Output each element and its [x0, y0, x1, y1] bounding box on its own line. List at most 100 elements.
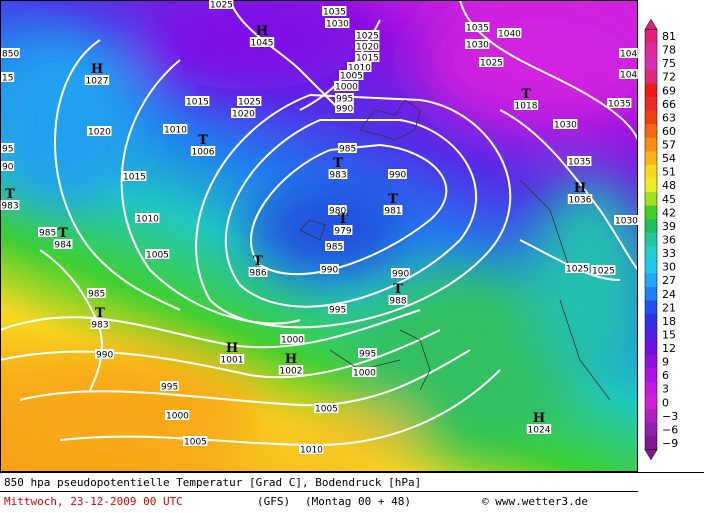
center-value-bg	[388, 295, 408, 305]
isobar-label-bg	[358, 348, 377, 358]
isobar-label-bg	[160, 381, 179, 391]
isobar-label: 1025	[592, 267, 615, 277]
color-swatch	[645, 151, 657, 166]
center-symbol: T	[198, 133, 208, 148]
isobar-label: 1015	[186, 98, 209, 108]
isobar-label: 1030	[554, 121, 577, 131]
isobar-label: 1010	[348, 64, 371, 74]
isobar-label-bg	[347, 62, 372, 72]
isobar-label: 1025	[356, 32, 379, 42]
center-value-bg	[219, 354, 245, 364]
center-value: 984	[54, 241, 71, 251]
color-swatch	[645, 178, 657, 193]
isobar-label: 850	[2, 50, 19, 60]
color-bar-frame	[644, 28, 658, 451]
isobar-label: 990	[389, 171, 406, 181]
isobar-label-bg	[465, 39, 490, 49]
center-symbol: T	[58, 226, 68, 241]
caption-credit: © www.wetter3.de	[482, 495, 588, 508]
center-symbol: T	[333, 156, 343, 171]
isobar-labels: 1025103510301025102010151010100510009959…	[1, 0, 639, 456]
center-symbol: H	[533, 411, 545, 426]
center-value-bg	[84, 75, 110, 85]
center-value: 1001	[221, 356, 244, 366]
isobar-label-bg	[237, 96, 262, 106]
isobar-label: 980	[329, 207, 346, 217]
isobar-label: 995	[359, 350, 376, 360]
center-symbol: T	[338, 212, 348, 227]
color-label: 6	[662, 369, 669, 382]
isobar-label: 995	[336, 95, 353, 105]
isobar-label: 990	[392, 270, 409, 280]
isobar-label-bg	[322, 6, 347, 16]
color-swatch	[645, 273, 657, 288]
isobar-label: 1035	[466, 24, 489, 34]
isobar-label-bg	[338, 143, 357, 153]
isobar-label-bg	[145, 249, 170, 259]
center-symbol: T	[393, 282, 403, 297]
isobar-label: 1000	[281, 336, 304, 346]
map-frame	[0, 0, 638, 472]
color-label: 51	[662, 166, 676, 179]
color-label: 42	[662, 206, 676, 219]
center-symbol: H	[285, 352, 297, 367]
isobar-label: 1000	[166, 412, 189, 422]
isobar-label-bg	[391, 268, 410, 278]
isobar-label: 1015	[356, 54, 379, 64]
center-value-bg	[248, 267, 268, 277]
isobar-label: 1020	[356, 43, 379, 53]
color-swatch	[645, 97, 657, 112]
isobar-label-bg	[299, 444, 324, 454]
isobar-label: 990	[96, 351, 113, 361]
color-swatch	[645, 69, 657, 84]
isobar-label-bg	[325, 241, 344, 251]
isobar-label: 1005	[184, 438, 207, 448]
color-swatch	[645, 42, 657, 57]
isobar-label-bg	[497, 28, 522, 38]
isobar-label-bg	[614, 215, 639, 225]
center-value-bg	[526, 424, 552, 434]
color-swatch	[645, 422, 657, 437]
center-value-bg	[567, 194, 593, 204]
center-value-bg	[90, 319, 110, 329]
color-arrow-top	[644, 18, 658, 30]
isobar-label-bg	[209, 0, 234, 9]
isobar-label: 1005	[146, 251, 169, 261]
isobar-label: 1010	[300, 446, 323, 456]
isobar-label: 95	[2, 145, 13, 155]
color-swatch	[645, 246, 657, 261]
isobar-label: 1005	[340, 72, 363, 82]
isobar-label-bg	[591, 265, 616, 275]
color-label: 54	[662, 152, 676, 165]
center-value: 1036	[569, 196, 592, 206]
color-label: 9	[662, 356, 669, 369]
isobar-label-bg	[619, 48, 638, 58]
isobar-label-bg	[355, 30, 380, 40]
color-swatch	[645, 219, 657, 234]
pressure-centers: H1027H1045T1006T983T981T979T986T988T983T…	[0, 24, 593, 436]
isobar-label-bg	[355, 41, 380, 51]
center-value: 1027	[86, 77, 109, 87]
center-symbol: H	[91, 62, 103, 77]
isobar-label: 985	[326, 243, 343, 253]
isobar-label-bg	[87, 288, 106, 298]
isobar-label: 1010	[164, 126, 187, 136]
isobar-label: 1025	[238, 98, 261, 108]
isobar-label-bg	[335, 93, 354, 103]
center-value-bg	[513, 100, 539, 110]
center-value: 1045	[251, 39, 274, 49]
color-label: 78	[662, 44, 676, 57]
isobar-label: 1020	[232, 110, 255, 120]
isobar-label-bg	[619, 69, 638, 79]
isobar-label: 1025	[480, 59, 503, 69]
center-symbol: H	[226, 341, 238, 356]
color-swatch	[645, 327, 657, 342]
isobar-label: 1010	[136, 215, 159, 225]
isobar-label: 985	[88, 290, 105, 300]
isobar-label: 15	[2, 74, 13, 84]
color-swatch	[645, 205, 657, 220]
isobar-label-bg	[553, 119, 578, 129]
color-label: 39	[662, 220, 676, 233]
isobar-label-bg	[339, 70, 364, 80]
